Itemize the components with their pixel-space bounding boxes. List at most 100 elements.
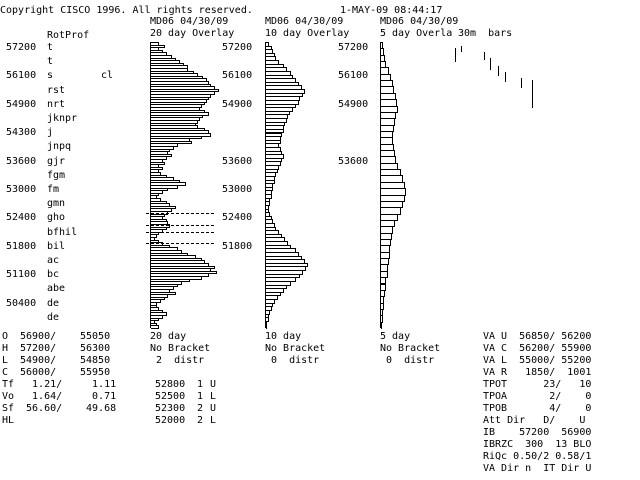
bar30-tick <box>461 46 462 52</box>
ohlc-value-1: 57200/ <box>20 343 57 354</box>
rotprof-title: RotProf <box>47 30 90 41</box>
ohlc-label: Tf <box>2 379 15 390</box>
ohlc-value-2: 49.68 <box>80 403 117 414</box>
distr-price: 52000 <box>155 415 186 426</box>
ohlc-value-2: 55950 <box>80 367 111 378</box>
ohlc-value-1: 56.60/ <box>20 403 63 414</box>
panel5-head: MD06 04/30/09 <box>380 16 459 27</box>
distr-side: U <box>210 403 217 414</box>
profile-price: 54300 <box>6 127 37 139</box>
panel5-price: 54900 <box>338 98 369 110</box>
ohlc-label: O <box>2 331 9 342</box>
ohlc-label: H <box>2 343 9 354</box>
panel10-footer-1: 10 day <box>265 331 302 342</box>
profile-price: 53600 <box>6 155 37 167</box>
ohlc-value-2: 55050 <box>80 331 111 342</box>
stat-line: RiQc 0.50/2 0.58/1 <box>483 451 592 462</box>
ohlc-value-2: 1.11 <box>80 379 117 390</box>
panel10-title: 10 day Overlay <box>265 28 350 39</box>
panel10-price: 57200 <box>222 42 253 53</box>
hist20-bar <box>151 325 159 329</box>
panel10-footer-2: No Bracket <box>265 343 326 354</box>
panel20-footer-3: 2 distr <box>150 355 205 366</box>
hist5-bar <box>381 321 382 329</box>
bracket-dashed-line <box>146 243 214 245</box>
profile-price: 56100 <box>6 70 37 82</box>
stat-line: IBRZC 300 13 BLO <box>483 439 592 450</box>
stat-line: VA U 56850/ 56200 <box>483 331 592 342</box>
panel5-footer-3: 0 distr <box>380 355 435 366</box>
distr-count: 1 <box>197 391 204 402</box>
profile-price: 54900 <box>6 98 37 110</box>
panel5-price: 53600 <box>338 155 369 167</box>
ohlc-value-2: 54850 <box>80 355 111 366</box>
profile-letters: t <box>47 56 54 68</box>
copyright-text: Copyright CISCO 1996. All rights reserve… <box>0 5 253 16</box>
profile-price: 51100 <box>6 269 37 281</box>
ohlc-label: Vo <box>2 391 15 402</box>
panel10-price: 53000 <box>222 184 253 195</box>
profile-letters: jknpr <box>47 113 78 124</box>
bar30-tick <box>484 52 485 60</box>
stat-line: TPOB 4/ 0 <box>483 403 592 414</box>
distr-price: 52500 <box>155 391 186 402</box>
distr-count: 2 <box>197 415 204 426</box>
hist20-bar <box>151 317 159 322</box>
profile-letters: bfhil <box>47 226 78 238</box>
panel10-price: 56100 <box>222 70 253 82</box>
panel10-price: 54900 <box>222 98 253 110</box>
panel5-price: 56100 <box>338 70 369 82</box>
profile-price: 51800 <box>6 240 37 252</box>
bracket-dashed-line <box>146 213 214 215</box>
hist20-axis <box>150 42 151 328</box>
profile-price: 52400 <box>6 212 37 224</box>
ohlc-value-2: 56300 <box>80 343 111 354</box>
profile-letters: nrt <box>47 98 66 110</box>
ohlc-label: HL <box>2 415 15 426</box>
bar30-tick <box>490 58 491 70</box>
hist5-bar <box>381 315 383 323</box>
profile-letters: rst <box>47 84 66 96</box>
ohlc-value-1: 56900/ <box>20 331 57 342</box>
distr-price: 52800 <box>155 379 186 390</box>
distr-side: U <box>210 379 217 390</box>
panel5-footer-2: No Bracket <box>380 343 441 354</box>
profile-letters: ac <box>47 255 60 266</box>
panel10-price: 51800 <box>222 240 253 252</box>
panel10-price: 53600 <box>222 155 253 167</box>
datetime-text: 1-MAY-09 08:44:17 <box>340 5 443 16</box>
ohlc-value-1: 54900/ <box>20 355 57 366</box>
profile-letters: fgm <box>47 169 66 181</box>
ohlc-label: L <box>2 355 9 366</box>
stat-line: VA L 55000/ 55200 <box>483 355 592 366</box>
distr-count: 1 <box>197 379 204 390</box>
ohlc-value-1: 56000/ <box>20 367 57 378</box>
distr-price: 52300 <box>155 403 186 414</box>
profile-note: cl <box>101 70 114 82</box>
panel10-price: 52400 <box>222 212 253 224</box>
profile-letters: gmn <box>47 198 66 210</box>
bracket-dashed-line <box>146 232 214 234</box>
profile-letters: bil <box>47 240 66 252</box>
profile-letters: abe <box>47 283 66 295</box>
profile-price: 50400 <box>6 297 37 309</box>
ohlc-label: Sf <box>2 403 15 414</box>
hist10-axis <box>265 42 266 328</box>
bar30-tick <box>505 72 506 82</box>
stat-line: TPOT 23/ 10 <box>483 379 592 390</box>
profile-price: 53000 <box>6 184 37 195</box>
distr-side: L <box>210 391 217 402</box>
profile-letters: j <box>47 127 54 139</box>
panel20-head: MD06 04/30/09 <box>150 16 229 27</box>
hist5-axis <box>380 42 381 328</box>
panel10-head: MD06 04/30/09 <box>265 16 344 27</box>
hist10-bar <box>266 317 269 322</box>
profile-letters: jnpq <box>47 141 72 153</box>
ohlc-value-1: 1.64/ <box>20 391 63 402</box>
distr-count: 2 <box>197 403 204 414</box>
stat-line: VA Dir n IT Dir U <box>483 463 592 474</box>
profile-letters: t <box>47 42 54 53</box>
panel5-title: 5 day Overla <box>380 28 453 39</box>
stat-line: VA C 56200/ 55900 <box>483 343 592 354</box>
